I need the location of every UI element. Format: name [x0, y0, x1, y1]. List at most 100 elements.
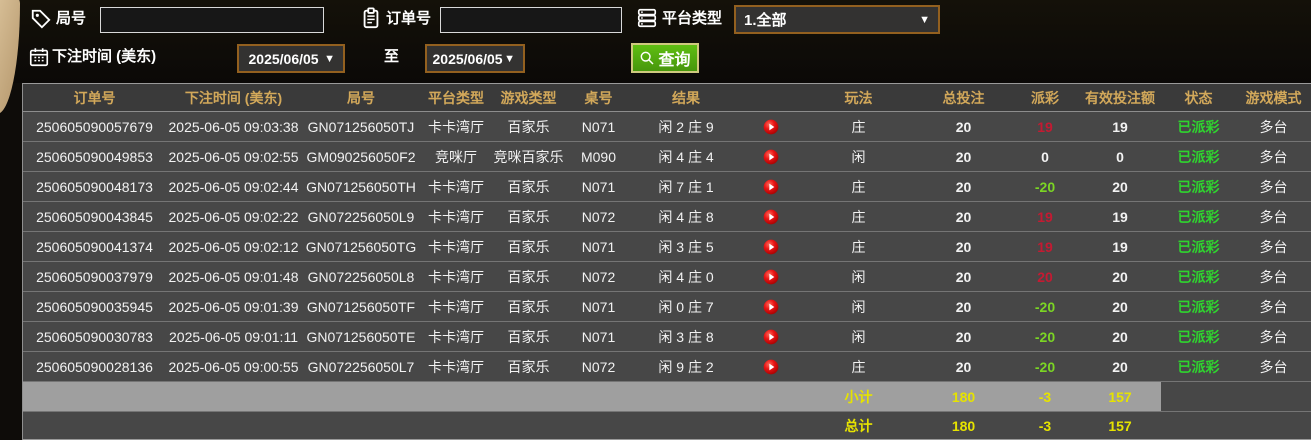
cell-valid-bet: 20: [1079, 261, 1161, 292]
cell-result: 闲 3 庄 8: [631, 321, 741, 352]
cell-bet-total: 20: [916, 351, 1011, 382]
cell-summary-label: 小计: [801, 381, 916, 412]
play-icon[interactable]: [763, 329, 779, 345]
play-icon[interactable]: [763, 179, 779, 195]
cell-bet-total: 20: [916, 231, 1011, 262]
platform-label: 平台类型: [662, 10, 723, 27]
cell-result: 闲 9 庄 2: [631, 351, 741, 382]
cell-empty: [566, 381, 631, 412]
cell-round: GN072256050L8: [301, 261, 421, 292]
cell-bet-total: 20: [916, 291, 1011, 322]
col-bet-total: 总投注: [916, 84, 1011, 112]
cell-platform: 卡卡湾厅: [421, 111, 491, 142]
cell-result: 闲 4 庄 8: [631, 201, 741, 232]
cell-bet-total: 20: [916, 171, 1011, 202]
order-input[interactable]: [440, 7, 622, 33]
cell-round: GN072256050L9: [301, 201, 421, 232]
play-icon[interactable]: [763, 299, 779, 315]
col-platform: 平台类型: [421, 84, 491, 112]
date-to-value: 2025/06/05: [432, 50, 503, 67]
cell-game-mode: 多台: [1236, 261, 1311, 292]
cell-game-mode: 多台: [1236, 231, 1311, 262]
cell-replay: [741, 111, 801, 142]
cell-table-no: N071: [566, 111, 631, 142]
cell-game-mode: 多台: [1236, 141, 1311, 172]
date-from-value: 2025/06/05: [248, 50, 319, 67]
platform-select[interactable]: 1.全部 ▼: [734, 5, 940, 34]
col-round: 局号: [301, 84, 421, 112]
round-label: 局号: [56, 10, 87, 27]
col-game-mode: 游戏模式: [1236, 84, 1311, 112]
cell-bet-total: 20: [916, 261, 1011, 292]
play-icon[interactable]: [763, 149, 779, 165]
cell-bet-total: 20: [916, 141, 1011, 172]
cell-empty: [491, 411, 566, 440]
cell-order: 250605090035945: [23, 291, 166, 322]
cell-bet-type: 闲: [801, 321, 916, 352]
play-icon[interactable]: [763, 359, 779, 375]
chevron-down-icon: ▼: [504, 52, 515, 65]
cell-result: 闲 4 庄 4: [631, 141, 741, 172]
cell-result: 闲 2 庄 9: [631, 111, 741, 142]
table-row: 250605090049853 2025-06-05 09:02:55 GM0902…: [23, 141, 1311, 172]
cell-empty: [631, 381, 741, 412]
cell-platform: 卡卡湾厅: [421, 201, 491, 232]
query-button[interactable]: 查询: [631, 43, 699, 73]
cell-empty: [566, 411, 631, 440]
cell-bet-type: 庄: [801, 171, 916, 202]
cell-bet-time: 2025-06-05 09:02:44: [166, 171, 301, 202]
cell-bet-type: 闲: [801, 141, 916, 172]
cell-game-type: 竞咪百家乐: [491, 141, 566, 172]
cell-empty: [1236, 411, 1311, 440]
date-from-select[interactable]: 2025/06/05 ▼: [237, 44, 345, 73]
cell-replay: [741, 351, 801, 382]
cell-order: 250605090049853: [23, 141, 166, 172]
cell-valid-bet: 19: [1079, 201, 1161, 232]
cell-table-no: N071: [566, 291, 631, 322]
cell-valid-bet: 20: [1079, 171, 1161, 202]
cell-summary-payout: -3: [1011, 381, 1079, 412]
cell-game-mode: 多台: [1236, 321, 1311, 352]
cell-round: GN071256050TH: [301, 171, 421, 202]
cell-order: 250605090041374: [23, 231, 166, 262]
cell-platform: 卡卡湾厅: [421, 231, 491, 262]
table-row: 250605090030783 2025-06-05 09:01:11 GN0712…: [23, 321, 1311, 352]
play-icon[interactable]: [763, 119, 779, 135]
cell-status: 已派彩: [1161, 321, 1236, 352]
cell-summary-bet-total: 180: [916, 381, 1011, 412]
cell-replay: [741, 171, 801, 202]
cell-status: 已派彩: [1161, 171, 1236, 202]
cell-game-type: 百家乐: [491, 171, 566, 202]
cell-payout: 19: [1011, 201, 1079, 232]
chevron-down-icon: ▼: [324, 52, 335, 65]
cell-payout: -20: [1011, 351, 1079, 382]
cell-replay: [741, 321, 801, 352]
cell-empty: [166, 381, 301, 412]
cell-result: 闲 0 庄 7: [631, 291, 741, 322]
cell-payout: 20: [1011, 261, 1079, 292]
cell-payout: -20: [1011, 321, 1079, 352]
cell-bet-time: 2025-06-05 09:02:12: [166, 231, 301, 262]
cell-bet-type: 闲: [801, 261, 916, 292]
cell-bet-type: 庄: [801, 231, 916, 262]
cell-empty: [1161, 411, 1236, 440]
order-label: 订单号: [386, 10, 432, 27]
cell-valid-bet: 19: [1079, 231, 1161, 262]
filter-bar: 局号 订单号 平台类型 1.全部 ▼ 下注时间 (美东) 2025/06/05 …: [0, 0, 1311, 114]
date-to-select[interactable]: 2025/06/05 ▼: [425, 44, 525, 73]
col-replay: [741, 84, 801, 112]
cell-bet-type: 闲: [801, 291, 916, 322]
table-row: 250605090057679 2025-06-05 09:03:38 GN0712…: [23, 111, 1311, 142]
cell-platform: 竞咪厅: [421, 141, 491, 172]
play-icon[interactable]: [763, 209, 779, 225]
cell-game-mode: 多台: [1236, 291, 1311, 322]
play-icon[interactable]: [763, 269, 779, 285]
cell-result: 闲 4 庄 0: [631, 261, 741, 292]
cell-round: GN072256050L7: [301, 351, 421, 382]
calendar-icon: [29, 48, 49, 67]
platform-icon: [637, 8, 657, 28]
play-icon[interactable]: [763, 239, 779, 255]
col-status: 状态: [1161, 84, 1236, 112]
round-input[interactable]: [100, 7, 324, 33]
cell-platform: 卡卡湾厅: [421, 351, 491, 382]
